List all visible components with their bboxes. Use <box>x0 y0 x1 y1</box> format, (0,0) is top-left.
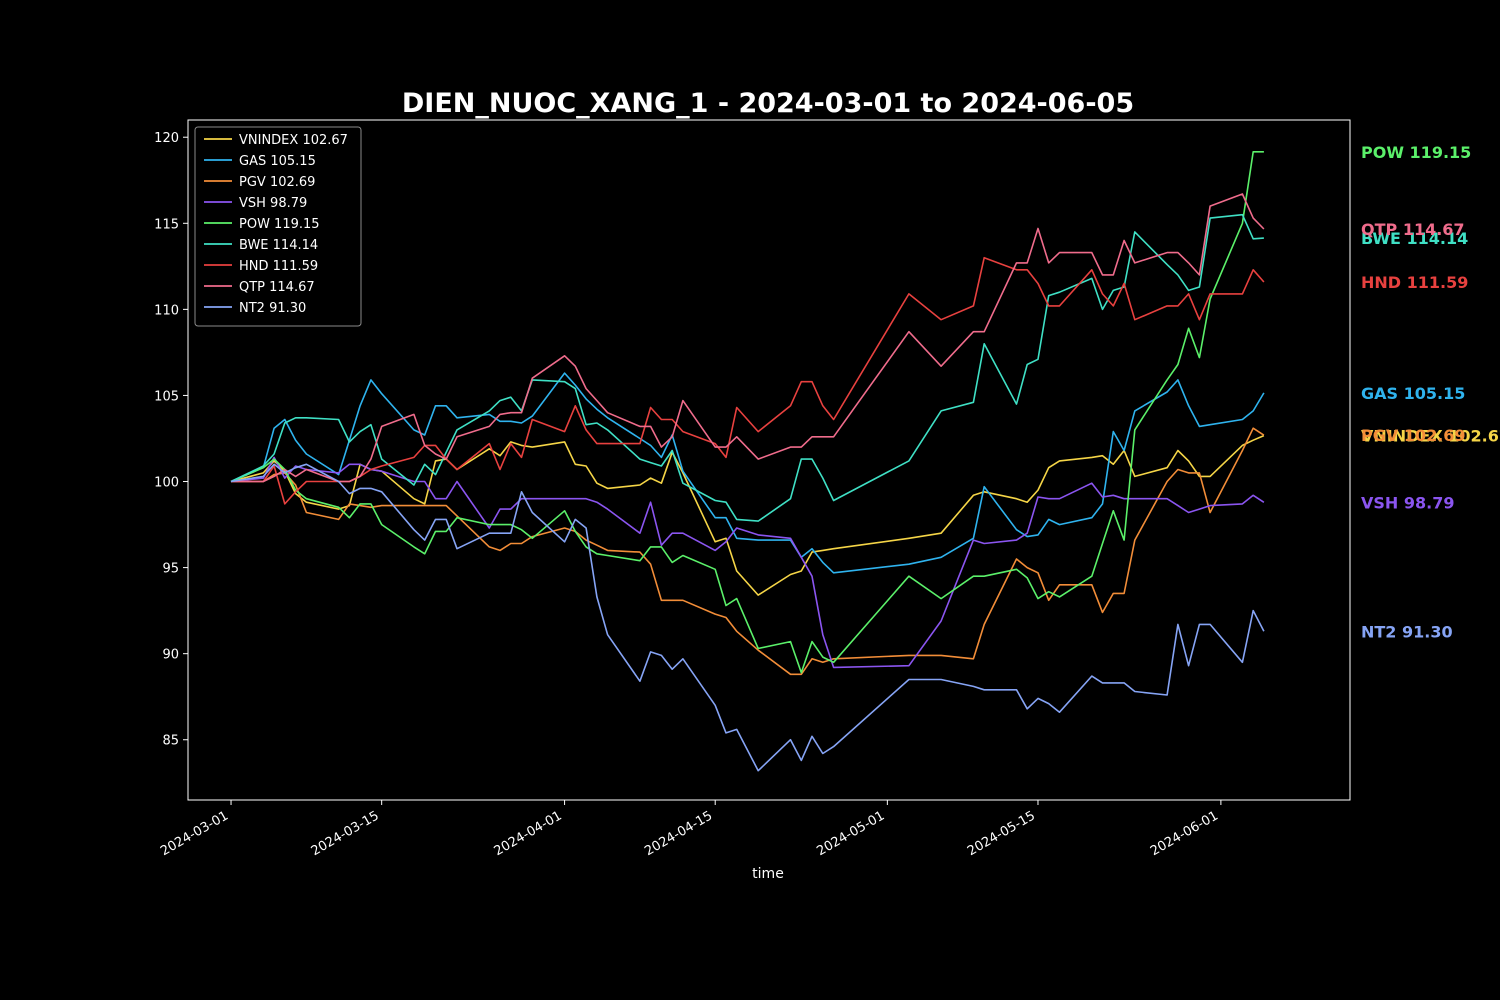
end-label-pow: POW 119.15 <box>1361 143 1471 162</box>
chart-title: DIEN_NUOC_XANG_1 - 2024-03-01 to 2024-06… <box>402 88 1134 119</box>
end-label-pgv: PGV 102.69 <box>1361 426 1466 445</box>
series-line-gas <box>230 372 1265 574</box>
plot-area <box>187 119 1351 801</box>
y-tick-label: 100 <box>154 476 179 491</box>
end-label-bwe: BWE 114.14 <box>1361 229 1468 248</box>
x-axis-label: time <box>752 866 784 882</box>
end-labels: VNINDEX 102.67 GAS 105.15 PGV 102.69 VSH 98… <box>1361 143 1500 641</box>
legend-entry-gas: GAS 105.15 <box>239 154 316 169</box>
x-tick-label: 2024-04-01 <box>492 808 565 859</box>
y-tick-label: 95 <box>162 562 179 577</box>
end-label-nt2: NT2 91.30 <box>1361 622 1453 641</box>
legend-entry-bwe: BWE 114.14 <box>239 238 318 253</box>
legend-entry-vsh: VSH 98.79 <box>239 196 307 211</box>
series-line-hnd <box>231 256 1265 505</box>
series-line-nt2 <box>230 463 1265 772</box>
series-lines <box>230 151 1265 772</box>
end-label-gas: GAS 105.15 <box>1361 384 1465 403</box>
legend-entry-pow: POW 119.15 <box>239 217 320 232</box>
y-tick-label: 115 <box>154 217 179 232</box>
series-line-vsh <box>230 456 1265 669</box>
x-axis: 2024-03-01 2024-03-15 2024-04-01 2024-04-15… <box>158 800 1222 859</box>
end-label-hnd: HND 111.59 <box>1361 273 1468 292</box>
end-label-vsh: VSH 98.79 <box>1361 493 1454 512</box>
x-tick-label: 2024-03-01 <box>158 808 231 859</box>
end-label-qtp: QTP 114.67 <box>1361 220 1465 239</box>
y-tick-label: 120 <box>154 131 179 146</box>
y-tick-label: 85 <box>162 734 179 749</box>
end-label-vnindex: VNINDEX 102.67 <box>1361 427 1500 446</box>
y-tick-label: 90 <box>162 648 179 663</box>
legend: VNINDEX 102.67 GAS 105.15 PGV 102.69 VSH 98… <box>194 126 362 327</box>
x-tick-label: 2024-04-15 <box>642 808 715 859</box>
legend-entry-pgv: PGV 102.69 <box>239 175 315 190</box>
series-line-bwe <box>230 213 1264 522</box>
x-tick-label: 2024-05-15 <box>965 808 1038 859</box>
series-line-pgv <box>231 427 1265 676</box>
legend-box <box>194 126 362 327</box>
x-tick-label: 2024-06-01 <box>1148 808 1221 859</box>
legend-entry-nt2: NT2 91.30 <box>239 301 306 316</box>
y-axis: 85 90 95 100 105 110 115 120 <box>154 131 188 749</box>
x-tick-label: 2024-05-01 <box>814 808 887 859</box>
y-tick-label: 110 <box>154 303 179 318</box>
legend-entry-hnd: HND 111.59 <box>239 259 318 274</box>
x-tick-label: 2024-03-15 <box>309 808 382 859</box>
legend-entry-vnindex: VNINDEX 102.67 <box>239 133 348 148</box>
y-tick-label: 105 <box>154 389 179 404</box>
series-line-vnindex <box>230 434 1265 596</box>
series-line-pow <box>230 151 1264 674</box>
series-line-qtp <box>231 193 1265 483</box>
legend-entry-qtp: QTP 114.67 <box>239 280 315 295</box>
